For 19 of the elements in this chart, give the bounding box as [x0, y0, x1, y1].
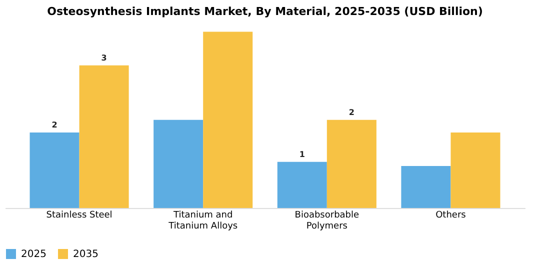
chart-title: Osteosynthesis Implants Market, By Material, 2025-2035 (USD Billion) — [47, 4, 483, 18]
bar — [30, 132, 80, 208]
data-label: 3 — [101, 53, 107, 62]
legend-label: 2035 — [73, 249, 98, 260]
bar — [79, 65, 129, 208]
bar — [154, 120, 204, 208]
bar — [401, 166, 451, 208]
x-tick-label: Stainless Steel — [46, 210, 112, 220]
bar — [326, 120, 376, 208]
bar — [450, 132, 500, 208]
data-label: 2 — [52, 120, 58, 130]
data-label: 2 — [348, 108, 354, 117]
x-tick-label: Bioabsorbable Polymers — [294, 210, 360, 232]
data-label: 1 — [299, 150, 306, 159]
legend-label: 2025 — [21, 249, 46, 260]
bar — [277, 162, 327, 208]
x-tick-label: Others — [436, 210, 466, 220]
x-tick-label: Titanium and Titanium Alloys — [168, 210, 238, 232]
bar — [203, 32, 253, 208]
